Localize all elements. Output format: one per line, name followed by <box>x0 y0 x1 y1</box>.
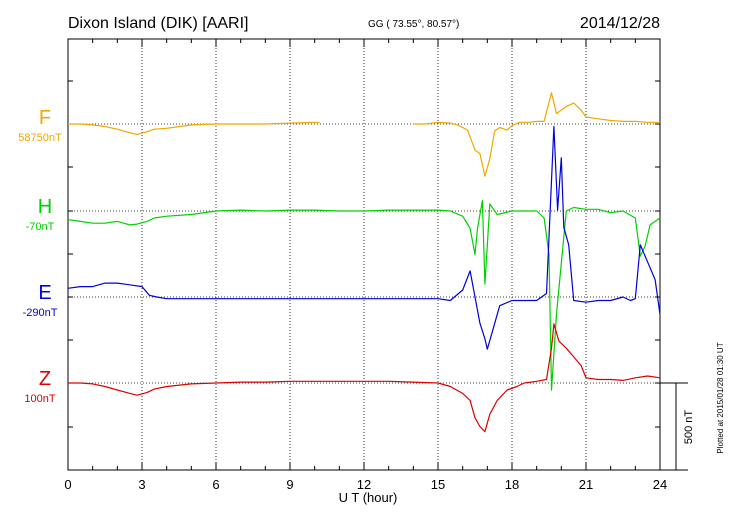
x-axis-title: U T (hour) <box>339 490 398 505</box>
station-title: Dixon Island (DIK) [AARI] <box>68 15 249 32</box>
x-tick-label: 21 <box>579 477 593 492</box>
series-line-z <box>68 323 661 433</box>
axis-ticks: 0 3 6 9 12 15 18 21 24 <box>64 38 667 492</box>
date-label: 2014/12/28 <box>580 15 660 32</box>
series-lines <box>67 92 661 433</box>
series-line-h <box>67 200 661 391</box>
grid-layer <box>141 39 587 470</box>
x-tick-label: 3 <box>138 477 145 492</box>
series-line-f <box>68 92 660 177</box>
coordinates-label: GG ( 73.55°, 80.57°) <box>368 19 459 30</box>
x-tick-label: 12 <box>357 477 371 492</box>
baseline-label-h: -70nT <box>26 221 55 233</box>
x-tick-label: 9 <box>286 477 293 492</box>
x-tick-label: 6 <box>212 477 219 492</box>
series-name-z: Z <box>39 368 51 390</box>
baseline-label-f: 58750nT <box>18 132 62 144</box>
baseline-label-z: 100nT <box>24 393 55 405</box>
baseline-label-e: -290nT <box>23 307 58 319</box>
x-tick-label: 18 <box>505 477 519 492</box>
series-name-f: F <box>39 107 51 129</box>
x-tick-label: 24 <box>653 477 667 492</box>
series-name-e: E <box>38 282 51 304</box>
series-name-h: H <box>38 196 52 218</box>
scale-bar-label: 500 nT <box>683 410 695 445</box>
x-tick-label: 0 <box>64 477 71 492</box>
series-labels: F 58750nT H -70nT E -290nT Z 100nT <box>18 107 62 405</box>
series-line-e <box>67 125 661 350</box>
plotted-note: Plotted at 2015/01/28 01:30 UT <box>716 342 725 453</box>
x-tick-label: 15 <box>431 477 445 492</box>
